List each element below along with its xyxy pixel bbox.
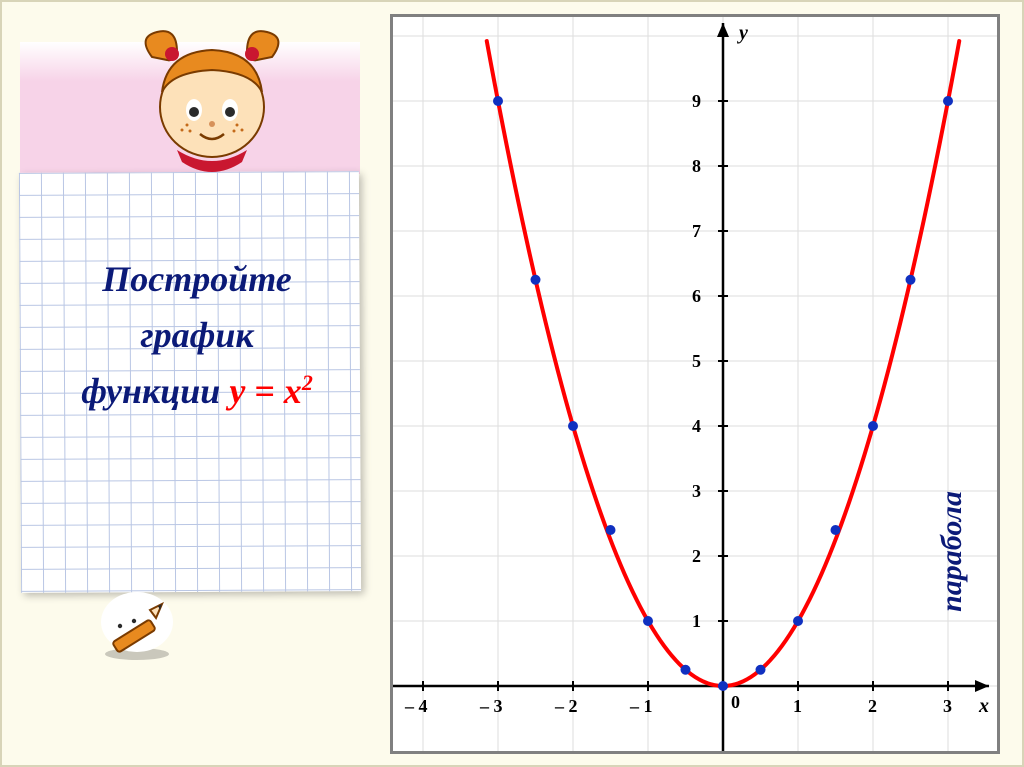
svg-text:– 1: – 1: [629, 696, 653, 716]
girl-icon: [132, 22, 292, 182]
task-line-1: Постройте: [102, 259, 292, 299]
svg-text:2: 2: [692, 546, 701, 566]
chart-svg: у х – 4 – 3 – 2 – 1 1 2 3 1 2 3 4 5 6 7 8 9 0: [393, 17, 997, 751]
svg-text:4: 4: [692, 416, 701, 436]
parabola-label: парабола: [935, 491, 969, 612]
svg-text:1: 1: [692, 611, 701, 631]
formula-base: у = х: [229, 371, 302, 411]
svg-text:– 3: – 3: [479, 696, 503, 716]
svg-text:8: 8: [692, 156, 701, 176]
svg-text:у: у: [737, 22, 748, 44]
svg-text:– 4: – 4: [404, 696, 428, 716]
svg-text:0: 0: [731, 692, 740, 712]
svg-text:х: х: [978, 695, 989, 717]
svg-text:3: 3: [692, 481, 701, 501]
svg-text:2: 2: [868, 696, 877, 716]
task-text: Постройте график функции у = х2: [47, 252, 347, 419]
task-formula: у = х2: [229, 371, 313, 411]
svg-text:7: 7: [692, 221, 701, 241]
task-line-3-prefix: функции: [81, 371, 229, 411]
parabola-chart: у х – 4 – 3 – 2 – 1 1 2 3 1 2 3 4 5 6 7 8 9 0 парабола: [390, 14, 1000, 754]
formula-exponent: 2: [302, 370, 313, 395]
task-line-2: график: [140, 315, 253, 355]
svg-text:– 2: – 2: [554, 696, 578, 716]
pencil-icon: [92, 582, 182, 662]
svg-text:1: 1: [793, 696, 802, 716]
svg-text:3: 3: [943, 696, 952, 716]
svg-text:5: 5: [692, 351, 701, 371]
svg-text:9: 9: [692, 91, 701, 111]
svg-text:6: 6: [692, 286, 701, 306]
